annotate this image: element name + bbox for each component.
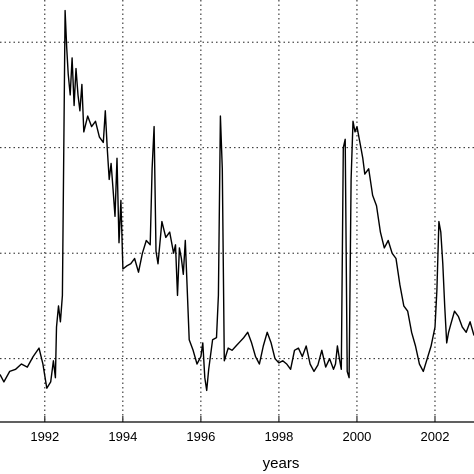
x-tick-label-5: 2002	[421, 429, 450, 444]
x-tick-label-0: 1992	[30, 429, 59, 444]
x-tick-label-3: 1998	[264, 429, 293, 444]
grid-lines	[0, 0, 474, 422]
x-tick-label-2: 1996	[186, 429, 215, 444]
series-line	[0, 9, 474, 392]
x-tick-label-1: 1994	[108, 429, 137, 444]
x-axis: 1992 1994 1996 1998 2000 2002	[30, 416, 449, 444]
x-axis-label: years	[263, 455, 300, 472]
x-tick-label-4: 2000	[342, 429, 371, 444]
